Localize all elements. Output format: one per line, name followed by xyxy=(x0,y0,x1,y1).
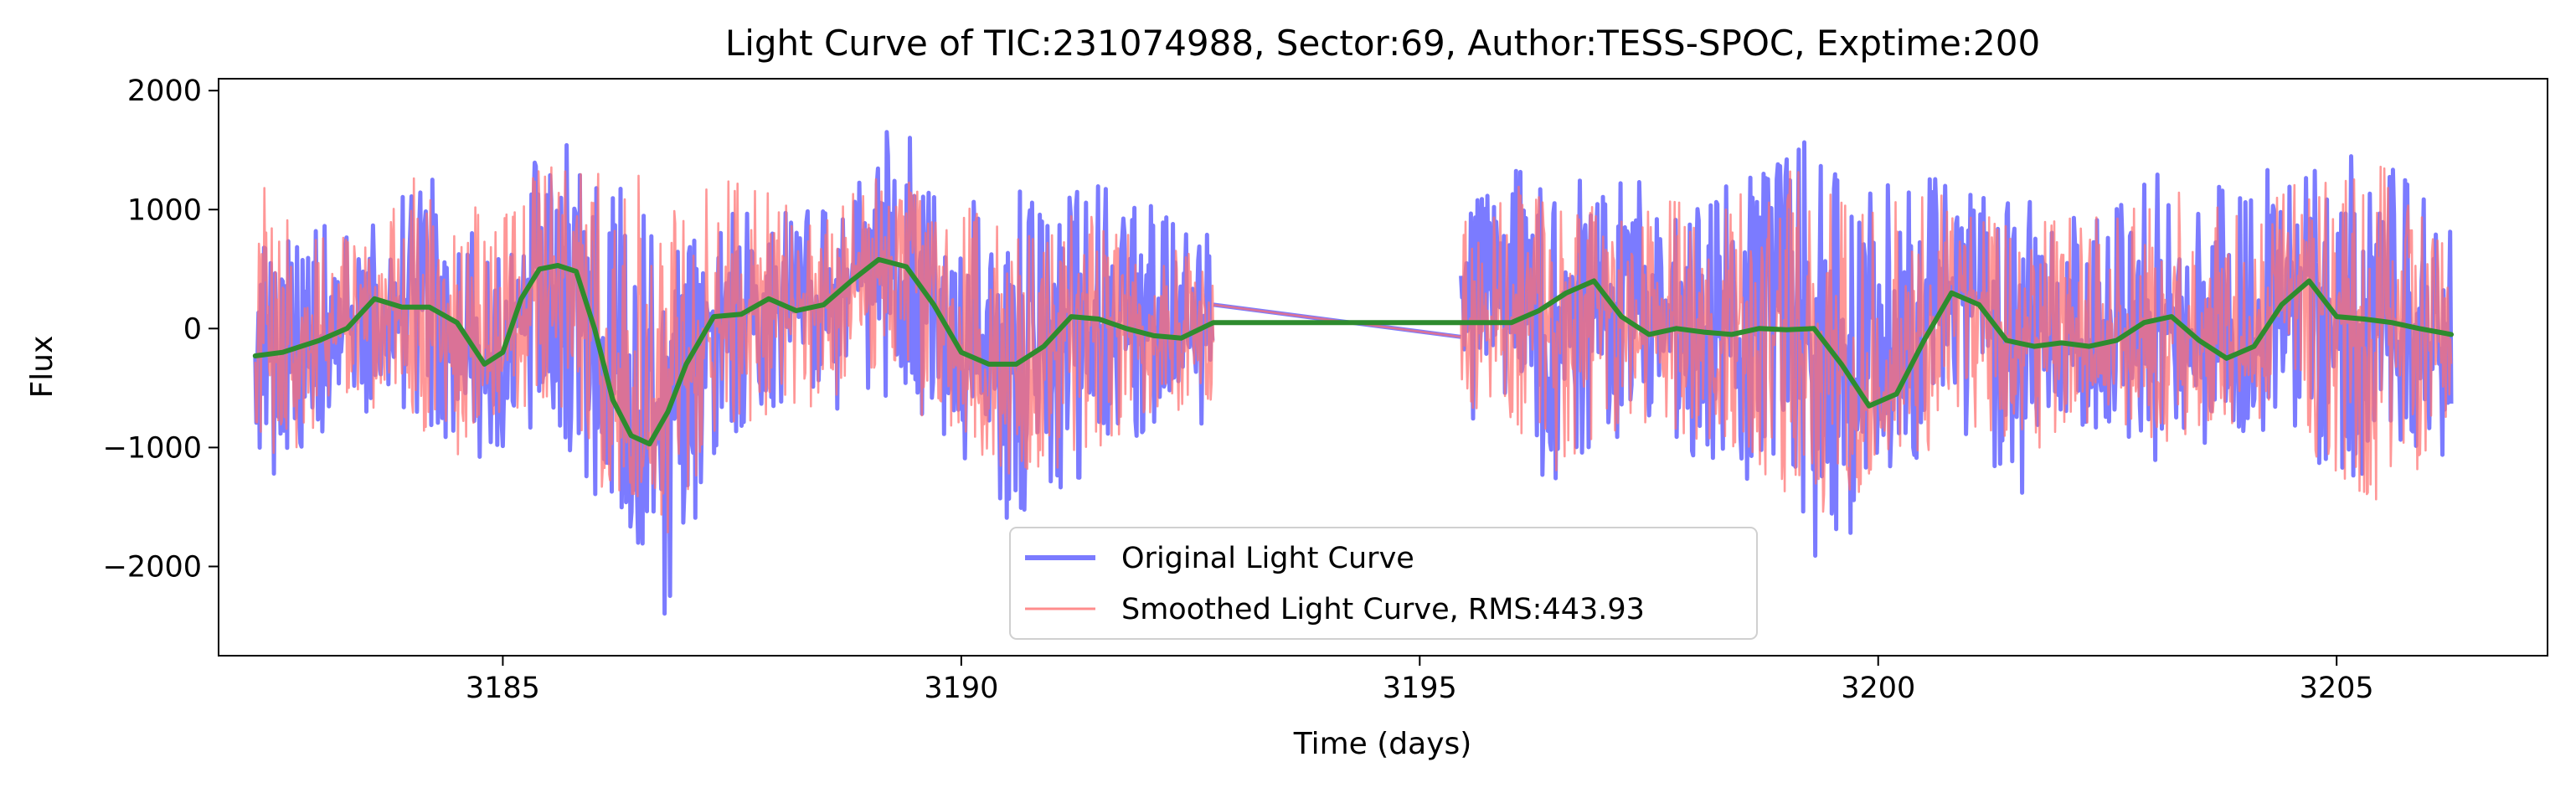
x-tick-label: 3205 xyxy=(2300,672,2374,705)
series-layer xyxy=(252,130,2454,616)
y-tick-label: 2000 xyxy=(127,75,202,108)
y-tick-label: 1000 xyxy=(127,193,202,227)
x-axis: 3185 3190 3195 3200 3205 xyxy=(466,656,2374,705)
y-tick-label: −2000 xyxy=(103,550,202,584)
chart-title: Light Curve of TIC:231074988, Sector:69,… xyxy=(725,23,2040,64)
plot-area xyxy=(218,78,2548,657)
axes-frame xyxy=(218,78,2548,657)
series-trend-line xyxy=(252,256,2454,447)
y-tick-label: −1000 xyxy=(103,431,202,465)
x-tick-label: 3190 xyxy=(924,672,998,705)
y-axis-label: Flux xyxy=(25,336,59,399)
legend-label-smoothed: Smoothed Light Curve, RMS:443.93 xyxy=(1121,593,1645,626)
x-tick-label: 3200 xyxy=(1841,672,1915,705)
x-axis-label: Time (days) xyxy=(1293,727,1472,761)
y-axis: −2000 −1000 0 1000 2000 xyxy=(103,75,219,584)
y-tick-label: 0 xyxy=(183,312,202,346)
x-tick-label: 3185 xyxy=(466,672,540,705)
legend: Original Light Curve Smoothed Light Curv… xyxy=(1009,527,1758,640)
legend-box xyxy=(1009,527,1758,640)
legend-label-original: Original Light Curve xyxy=(1121,542,1414,575)
x-tick-label: 3195 xyxy=(1383,672,1457,705)
